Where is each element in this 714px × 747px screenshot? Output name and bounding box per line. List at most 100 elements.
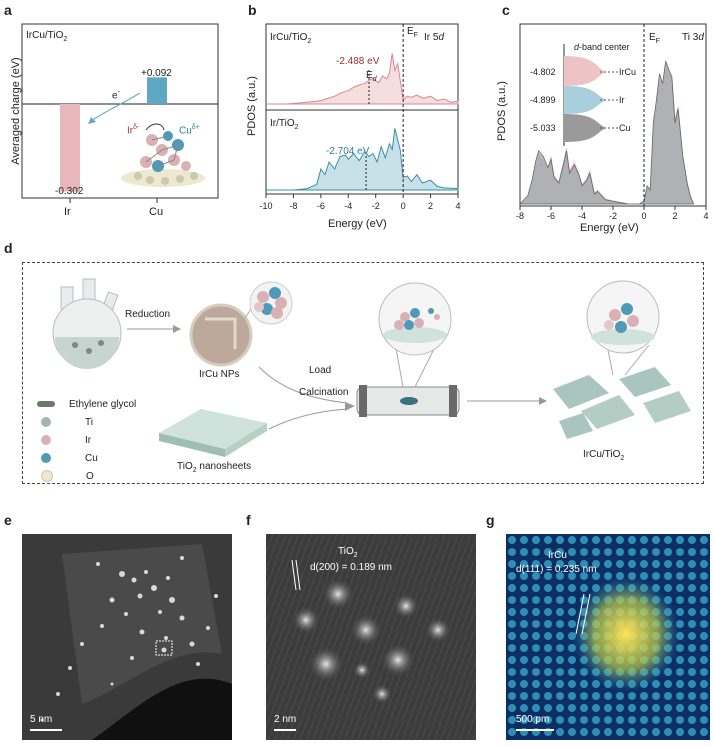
panel-b-bottom-label: Ir/TiO2 (270, 118, 299, 131)
xtick-label-b: 0 (400, 201, 406, 211)
tube-furnace (356, 385, 460, 417)
dband-curve-cu (564, 114, 606, 142)
haadf-image-e: 5 nm (22, 534, 232, 740)
xtick-label-c: 2 (672, 211, 678, 221)
dband-ircu-name: IrCu (619, 67, 637, 77)
panel-b-top-label: IrCu/TiO2 (270, 32, 312, 45)
xtick-label-b: 4 (455, 201, 461, 211)
panel-c-dband-title: d-band center (574, 42, 630, 52)
panel-a-frame (21, 23, 219, 199)
panel-b-ed-label: Ed (366, 70, 377, 83)
panel-b-orbital: Ir 5d (424, 32, 445, 43)
haadf-image-f: TiO2 d(200) = 0.189 nm 2 nm (266, 534, 476, 740)
legend-ti: Ti (37, 413, 136, 431)
xtick-label-c: -8 (515, 211, 525, 221)
ti3d-pdos-Cu (519, 61, 695, 205)
panel-b-chart (265, 23, 459, 198)
pdos-series-0 (266, 53, 459, 105)
panel-b: b IrCu/TiO2 Ir 5d EF -2.488 eV Ed Ir/TiO… (238, 0, 474, 250)
scalebar-g-label: 500 pm (516, 714, 550, 725)
panel-b-frame (265, 23, 459, 195)
xtick-label-b: -6 (316, 201, 325, 211)
xtick-label-b: -10 (259, 201, 273, 211)
legend-ethylene-glycol: Ethylene glycol (37, 395, 136, 413)
fft-colored-image-g-graphics (506, 534, 710, 740)
cu-atom-icon (41, 453, 51, 463)
panel-d-letter: d (4, 240, 13, 256)
legend-o: O (37, 467, 136, 485)
bar-ir-value-label: -0.302 (55, 186, 84, 197)
fft-colored-image-g: IrCu d(111) = 0.235 nm 500 pm (506, 534, 710, 740)
tio2-nanosheets-label: TiO2 nanosheets (177, 461, 252, 474)
panel-a-chart (21, 23, 219, 203)
o-atom-icon (41, 470, 53, 482)
panel-b-letter: b (248, 2, 257, 18)
panel-a-xtick-label-cu: Cu (149, 206, 164, 218)
panel-c-ylabel: PDOS (a.u.) (496, 81, 508, 141)
load-label: Load (309, 365, 332, 376)
dband-curve-ir (564, 86, 606, 114)
panel-c-chart (518, 23, 707, 210)
panel-f-letter: f (246, 512, 251, 528)
dband-cu-name: Cu (619, 123, 631, 133)
haadf-image-e-graphics (22, 534, 232, 740)
xtick-label-b: -8 (289, 201, 298, 211)
panel-a: a (0, 0, 230, 250)
panel-c-orbital: Ti 3d (682, 32, 704, 43)
product-zoom-view (586, 280, 660, 354)
ircu-tio2-product-label: IrCu/TiO2 (583, 449, 625, 462)
dband-inset (563, 44, 618, 146)
legend-ir: Ir (37, 431, 136, 449)
cluster-ir-label: Irδ- (127, 124, 140, 137)
panel-c-ef-label: EF (649, 32, 660, 45)
pdos-series-1 (266, 128, 459, 191)
selected-region-box (155, 640, 173, 656)
ircu-nps-label: IrCu NPs (199, 369, 240, 380)
xtick-label-c: -2 (608, 211, 618, 221)
tio2-nanosheet-slab (159, 409, 267, 457)
xtick-label-c: -6 (546, 211, 556, 221)
panel-a-letter: a (4, 2, 12, 18)
panel-b-bottom-value: -2.704 eV (326, 146, 370, 157)
panel-b-ef-label: EF (407, 26, 418, 39)
flask-icon (52, 278, 122, 369)
panel-b-ylabel: PDOS (a.u.) (246, 76, 258, 136)
reduction-label: Reduction (125, 309, 171, 320)
ircu-cluster-illustration (121, 123, 205, 187)
synthesis-scheme: Reduction IrCu NPs Load Calcination TiO2… (22, 262, 704, 484)
panel-c-xlabel: Energy (eV) (580, 222, 639, 234)
cluster-cu-label: Cuδ+ (179, 124, 200, 137)
bar-cu (147, 77, 167, 104)
xtick-label-b: -4 (344, 201, 353, 211)
panel-a-xtick-label-ir: Ir (64, 206, 71, 218)
panel-c-letter: c (502, 2, 510, 18)
xtick-label-b: 2 (428, 201, 434, 211)
panel-g-phase: IrCu (548, 550, 567, 561)
dband-ir-value: -4.899 (530, 95, 556, 105)
ircu-np-disc (189, 303, 253, 367)
calcination-label: Calcination (299, 387, 349, 398)
panel-b-top-value: -2.488 eV (336, 56, 380, 67)
dband-ir-name: Ir (619, 95, 625, 105)
panel-f-phase: TiO2 (338, 546, 358, 559)
tube-zoom-view (378, 282, 452, 356)
legend-cu: Cu (37, 449, 136, 467)
panel-a-ylabel: Averaged charge (eV) (10, 57, 22, 165)
ethylene-glycol-icon (37, 401, 55, 407)
dband-cu-value: -5.033 (530, 123, 556, 133)
xtick-label-c: 0 (641, 211, 647, 221)
panel-f-spacing: d(200) = 0.189 nm (310, 562, 392, 573)
scalebar-f-label: 2 nm (274, 714, 297, 725)
xtick-label-c: 4 (703, 211, 709, 221)
electron-label: e- (112, 89, 120, 102)
panel-g-spacing: d(111) = 0.235 nm (516, 564, 597, 575)
bar-cu-value-label: +0.092 (141, 68, 172, 79)
electron-transfer-arrow-head (88, 117, 96, 124)
xtick-label-c: -4 (577, 211, 587, 221)
haadf-image-f-graphics (266, 534, 476, 740)
xtick-label-b: -2 (371, 201, 380, 211)
ircu-np-cluster (249, 281, 293, 325)
atom-legend: Ethylene glycol Ti Ir Cu O (37, 395, 136, 485)
synthesis-scheme-graphics (52, 278, 691, 457)
ti-atom-icon (41, 417, 51, 427)
